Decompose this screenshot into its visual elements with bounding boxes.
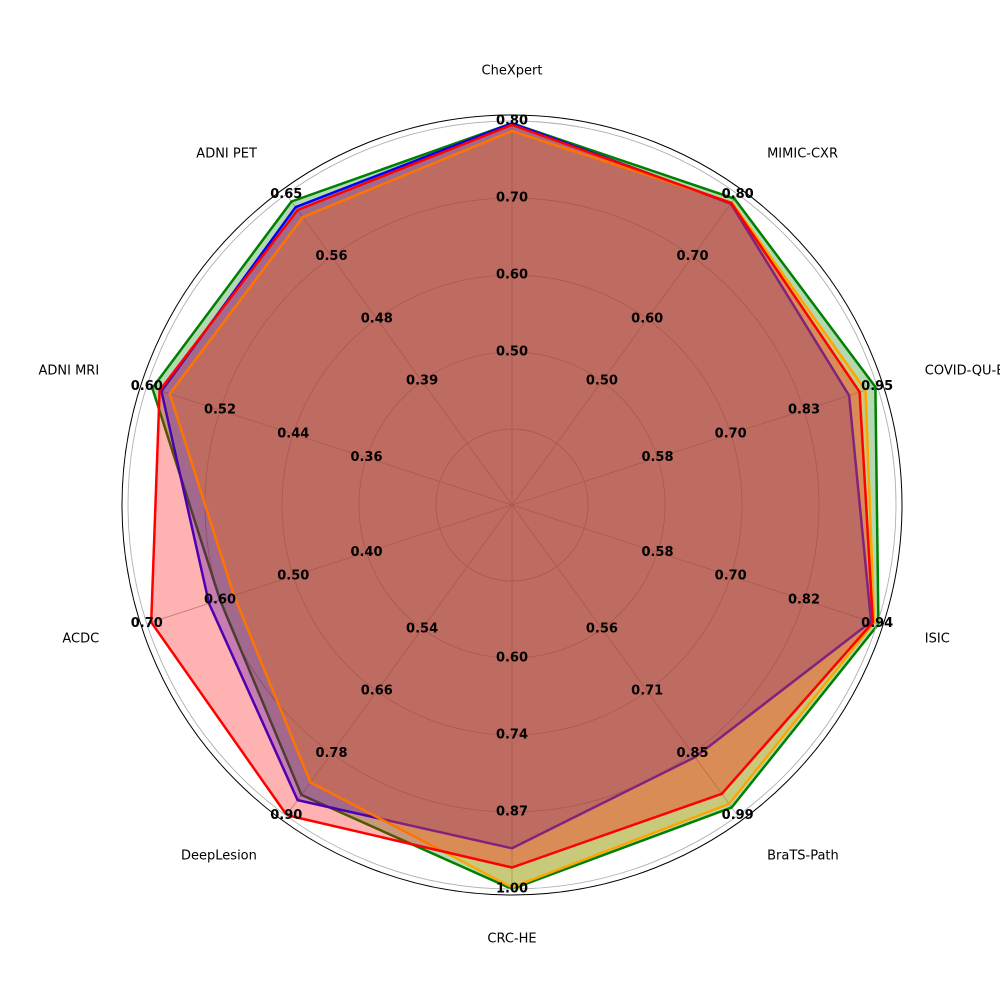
tick-label: 0.66 xyxy=(361,684,393,699)
tick-label: 0.60 xyxy=(496,268,528,283)
axis-label: MIMIC-CXR xyxy=(767,146,838,161)
spoke-line xyxy=(146,385,513,506)
tick-label: 0.85 xyxy=(676,746,708,761)
spoke-line xyxy=(511,385,878,506)
tick-label: 0.70 xyxy=(715,569,747,584)
tick-label: 0.58 xyxy=(641,450,673,465)
tick-labels: 0.50 0.60 0.70 0.80 0.50 0.60 0.70 0.80 0.58 0.70… xyxy=(131,114,893,897)
axis-label: ISIC xyxy=(925,632,950,647)
tick-label: 0.60 xyxy=(131,379,163,394)
tick-label: 0.60 xyxy=(204,592,236,607)
tick-label: 0.80 xyxy=(496,114,528,129)
tick-label: 0.40 xyxy=(350,545,382,560)
tick-label: 0.70 xyxy=(715,426,747,441)
tick-label: 0.60 xyxy=(631,311,663,326)
tick-label: 0.50 xyxy=(277,569,309,584)
axis-label: ADNI MRI xyxy=(39,363,100,378)
spoke-line xyxy=(285,194,513,506)
axis-label: CheXpert xyxy=(482,64,543,79)
tick-label: 0.90 xyxy=(270,808,302,823)
chart-frame xyxy=(121,114,903,896)
tick-label: 0.94 xyxy=(861,616,893,631)
tick-label: 0.82 xyxy=(788,592,820,607)
tick-label: 0.39 xyxy=(406,374,438,389)
tick-label: 0.87 xyxy=(496,805,528,820)
spoke-line xyxy=(146,504,513,625)
axis-labels: CheXpert MIMIC-CXR COVID-QU-E ISIC BraTS-Pat… xyxy=(39,64,1000,947)
spoke-line xyxy=(511,504,878,625)
tick-label: 0.80 xyxy=(722,187,754,202)
tick-label: 0.83 xyxy=(788,403,820,418)
tick-label: 0.71 xyxy=(631,684,663,699)
tick-label: 0.70 xyxy=(131,616,163,631)
tick-label: 1.00 xyxy=(496,882,528,897)
tick-label: 0.54 xyxy=(406,621,438,636)
tick-label: 0.70 xyxy=(676,249,708,264)
tick-label: 0.50 xyxy=(496,345,528,360)
grid-outer-circle xyxy=(127,120,897,890)
spoke-line xyxy=(285,504,513,816)
spoke-line xyxy=(511,194,739,506)
axis-label: COVID-QU-E xyxy=(925,363,1000,378)
series-4-polygon xyxy=(149,123,875,869)
axis-label: DeepLesion xyxy=(181,849,257,864)
series-3-polygon xyxy=(168,129,876,889)
grid xyxy=(146,121,878,889)
tick-label: 0.74 xyxy=(496,728,528,743)
tick-label: 0.70 xyxy=(496,191,528,206)
tick-label: 0.52 xyxy=(204,403,236,418)
spoke-line xyxy=(511,504,739,816)
series-layer xyxy=(149,122,880,891)
tick-label: 0.56 xyxy=(315,249,347,264)
tick-label: 0.44 xyxy=(277,426,309,441)
axis-label: ACDC xyxy=(62,632,99,647)
tick-label: 0.56 xyxy=(586,621,618,636)
axis-label: CRC-HE xyxy=(487,932,536,947)
tick-label: 0.60 xyxy=(496,651,528,666)
tick-label: 0.95 xyxy=(861,379,893,394)
tick-label: 0.78 xyxy=(315,746,347,761)
outline-layer xyxy=(121,114,903,896)
tick-label: 0.58 xyxy=(641,545,673,560)
tick-label: 0.50 xyxy=(586,374,618,389)
tick-label: 0.48 xyxy=(361,311,393,326)
axis-label: ADNI PET xyxy=(196,146,257,161)
tick-label: 0.65 xyxy=(270,187,302,202)
tick-label: 0.99 xyxy=(722,808,754,823)
tick-label: 0.36 xyxy=(350,450,382,465)
axis-label: BraTS-Path xyxy=(767,849,839,864)
